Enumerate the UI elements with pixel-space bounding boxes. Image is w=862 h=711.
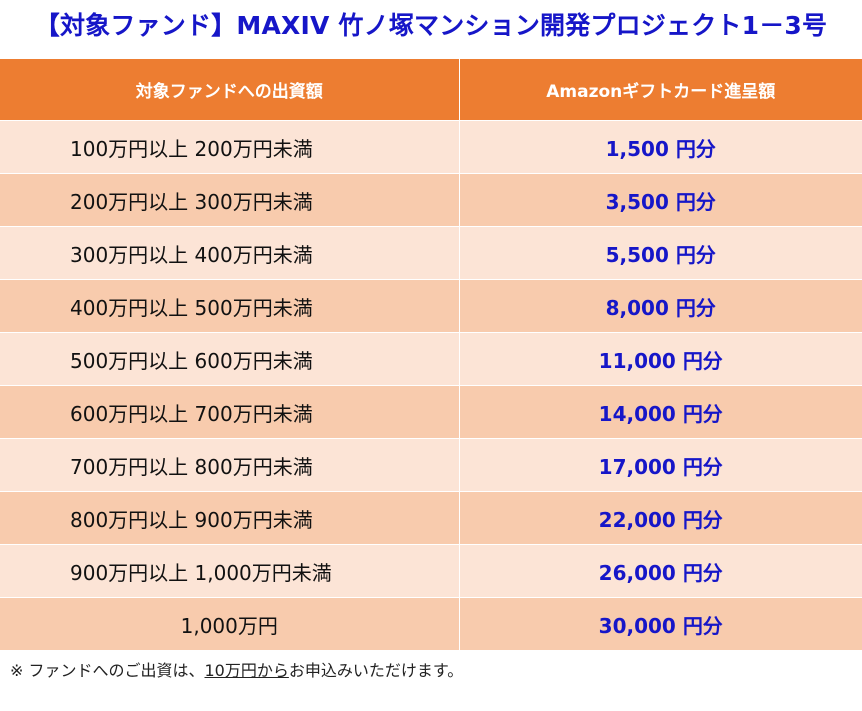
footnote-suffix: お申込みいただけます。 xyxy=(288,661,464,680)
column-header-investment: 対象ファンドへの出資額 xyxy=(0,59,460,121)
table-row: 300万円以上 400万円未満 5,500 円分 xyxy=(0,226,862,280)
footnote-minimum-amount: 10万円から xyxy=(204,661,289,680)
footnote: ※ ファンドへのご出資は、10万円からお申込みいただけます。 xyxy=(10,656,463,686)
investment-range-cell: 500万円以上 600万円未満 xyxy=(0,332,460,386)
gift-amount-cell: 30,000 円分 xyxy=(459,597,862,650)
gift-amount-cell: 1,500 円分 xyxy=(459,120,862,174)
column-header-gift-amount: Amazonギフトカード進呈額 xyxy=(459,59,862,121)
table-row: 800万円以上 900万円未満 22,000 円分 xyxy=(0,491,862,545)
table-row: 900万円以上 1,000万円未満 26,000 円分 xyxy=(0,544,862,598)
investment-range-cell: 700万円以上 800万円未満 xyxy=(0,438,460,492)
investment-range-cell: 900万円以上 1,000万円未満 xyxy=(0,544,460,598)
investment-range-cell: 1,000万円 xyxy=(0,597,460,650)
table-row: 600万円以上 700万円未満 14,000 円分 xyxy=(0,385,862,439)
gift-amount-cell: 5,500 円分 xyxy=(459,226,862,280)
footnote-prefix: ※ ファンドへのご出資は、 xyxy=(10,661,205,680)
table-row: 400万円以上 500万円未満 8,000 円分 xyxy=(0,279,862,333)
gift-amount-cell: 26,000 円分 xyxy=(459,544,862,598)
table-row: 200万円以上 300万円未満 3,500 円分 xyxy=(0,173,862,227)
table-row: 100万円以上 200万円未満 1,500 円分 xyxy=(0,120,862,174)
gift-amount-cell: 17,000 円分 xyxy=(459,438,862,492)
gift-amount-cell: 3,500 円分 xyxy=(459,173,862,227)
investment-range-cell: 200万円以上 300万円未満 xyxy=(0,173,460,227)
table-row: 700万円以上 800万円未満 17,000 円分 xyxy=(0,438,862,492)
gift-amount-cell: 11,000 円分 xyxy=(459,332,862,386)
table-row: 1,000万円 30,000 円分 xyxy=(0,597,862,650)
gift-amount-cell: 8,000 円分 xyxy=(459,279,862,333)
investment-range-cell: 100万円以上 200万円未満 xyxy=(0,120,460,174)
gift-amount-cell: 14,000 円分 xyxy=(459,385,862,439)
table-row: 500万円以上 600万円未満 11,000 円分 xyxy=(0,332,862,386)
investment-range-cell: 400万円以上 500万円未満 xyxy=(0,279,460,333)
gift-amount-cell: 22,000 円分 xyxy=(459,491,862,545)
investment-range-cell: 600万円以上 700万円未満 xyxy=(0,385,460,439)
table-header-row: 対象ファンドへの出資額 Amazonギフトカード進呈額 xyxy=(0,59,862,121)
page-title: 【対象ファンド】MAXIV 竹ノ塚マンション開発プロジェクト1－3号 xyxy=(34,11,828,40)
investment-range-cell: 300万円以上 400万円未満 xyxy=(0,226,460,280)
investment-range-cell: 800万円以上 900万円未満 xyxy=(0,491,460,545)
reward-table: 対象ファンドへの出資額 Amazonギフトカード進呈額 100万円以上 200万… xyxy=(0,59,862,650)
